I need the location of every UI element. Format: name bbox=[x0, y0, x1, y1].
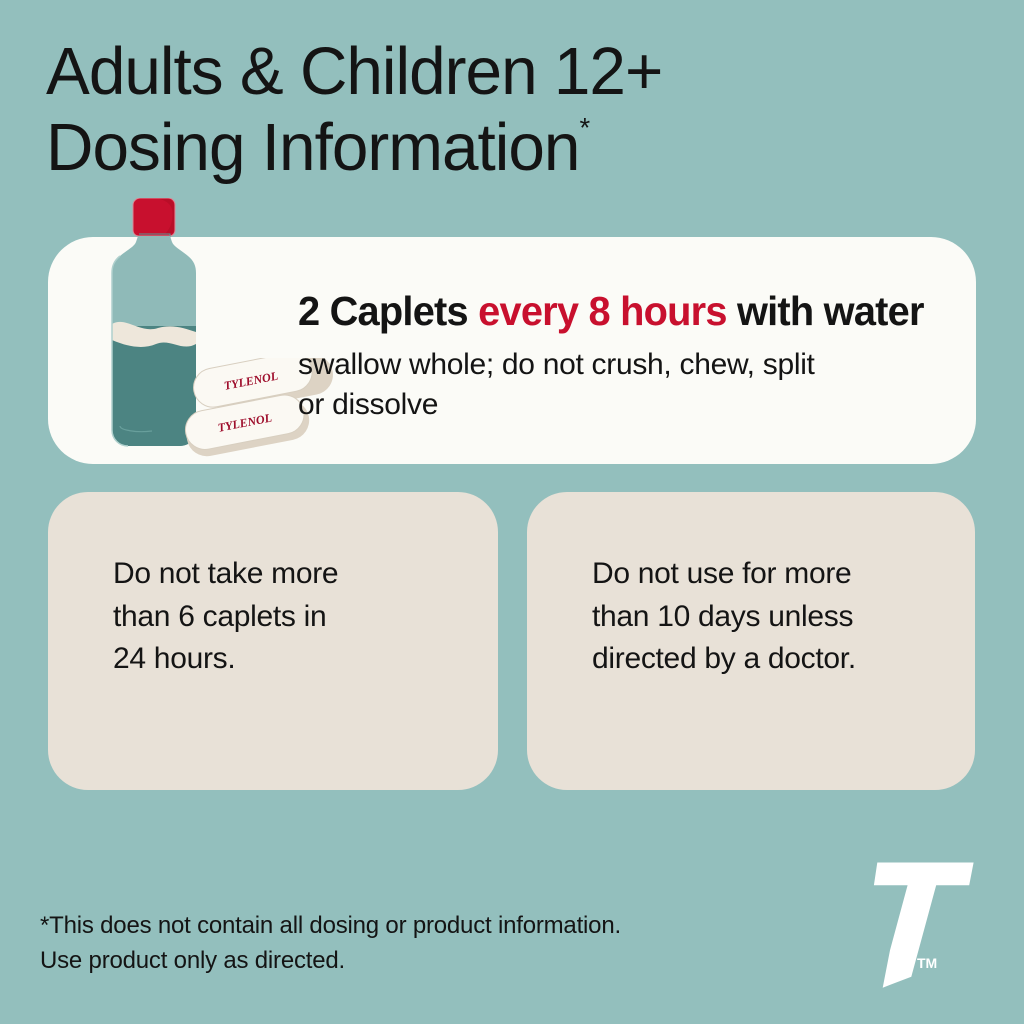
svg-text:TM: TM bbox=[917, 955, 937, 971]
